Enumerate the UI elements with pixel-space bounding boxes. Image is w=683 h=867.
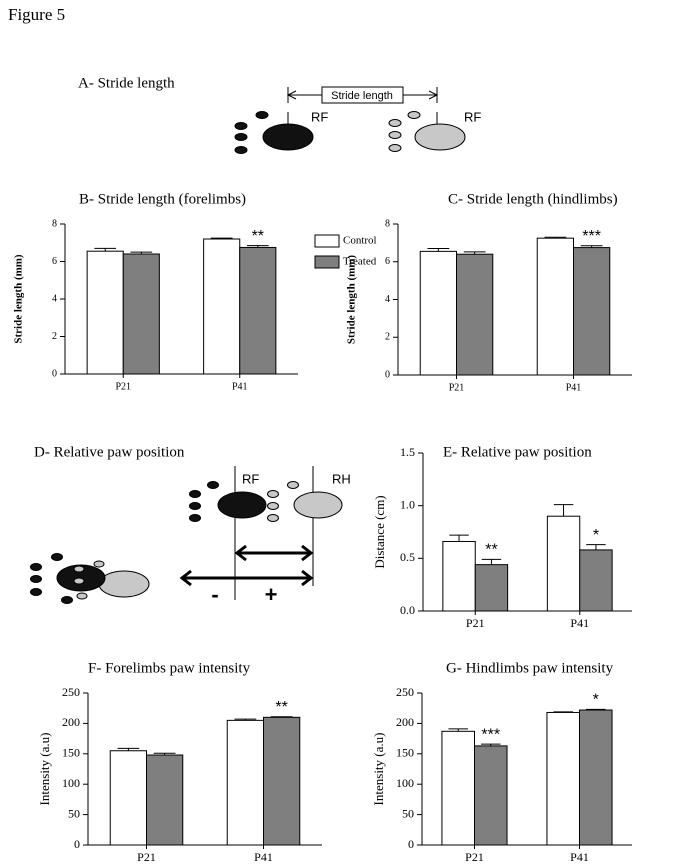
chart-title: C- Stride length (hindlimbs)	[448, 191, 618, 207]
y-tick-label: 4	[52, 293, 57, 304]
bar	[419, 250, 458, 376]
y-tick-label: 200	[396, 715, 414, 729]
legend-swatch	[314, 234, 340, 248]
diagram-a	[234, 86, 466, 154]
bar	[146, 754, 184, 846]
y-tick-label: 50	[402, 806, 414, 820]
y-tick-label: 0	[408, 837, 414, 851]
bar	[579, 709, 613, 846]
chart-title: G- Hindlimbs paw intensity	[446, 660, 614, 676]
direction-label: +	[265, 582, 278, 607]
bar	[579, 549, 613, 612]
y-tick-label: 6	[52, 256, 57, 267]
bar	[536, 237, 574, 376]
bar	[239, 246, 277, 375]
y-tick-label: 0.0	[400, 603, 415, 617]
x-tick-label: P41	[232, 381, 248, 392]
paw-label: RF	[311, 109, 328, 124]
bar	[546, 711, 581, 846]
significance-label: ***	[481, 726, 500, 743]
x-tick-label: P41	[254, 850, 273, 864]
significance-label: **	[485, 542, 497, 559]
x-tick-label: P41	[570, 850, 589, 864]
y-tick-label: 0.5	[400, 550, 415, 564]
diagram-d	[30, 466, 343, 604]
y-tick-label: 150	[62, 746, 80, 760]
legend-swatch	[314, 255, 340, 269]
y-tick-label: 8	[385, 218, 390, 229]
y-axis-label: Distance (cm)	[372, 495, 387, 568]
bar	[263, 716, 301, 846]
paw-label: RH	[332, 471, 351, 486]
bar	[86, 250, 124, 375]
y-tick-label: 250	[62, 685, 80, 699]
bar	[546, 515, 581, 612]
y-tick-label: 4	[385, 294, 390, 305]
y-axis-label: Intensity (a.u)	[37, 733, 52, 806]
legend-label: Treated	[343, 256, 377, 268]
y-tick-label: 100	[62, 776, 80, 790]
y-axis-label: Intensity (a.u)	[371, 733, 386, 806]
y-tick-label: 0	[52, 368, 57, 379]
significance-label: **	[252, 228, 264, 245]
y-tick-label: 1.0	[400, 497, 415, 511]
direction-label: -	[211, 582, 218, 607]
y-tick-label: 0	[74, 837, 80, 851]
significance-label: *	[593, 527, 599, 544]
paw-label: RF	[464, 109, 481, 124]
measure-label: Stride length	[331, 90, 393, 102]
y-tick-label: 8	[52, 218, 57, 229]
y-tick-label: 2	[52, 331, 57, 342]
y-tick-label: 0	[385, 369, 390, 380]
significance-label: ***	[582, 228, 601, 245]
bar	[474, 745, 508, 846]
significance-label: **	[275, 699, 287, 716]
chart-title: F- Forelimbs paw intensity	[88, 660, 251, 676]
chart-title: E- Relative paw position	[443, 444, 592, 460]
paw-label: RF	[242, 471, 259, 486]
bar	[122, 253, 160, 375]
y-tick-label: 1.5	[400, 445, 415, 459]
bar	[474, 564, 509, 612]
x-tick-label: P41	[570, 616, 589, 630]
y-axis-label: Stride length (mm)	[13, 254, 25, 344]
x-tick-label: P21	[465, 850, 484, 864]
bar	[456, 253, 494, 376]
y-tick-label: 100	[396, 776, 414, 790]
y-tick-label: 150	[396, 746, 414, 760]
y-tick-label: 250	[396, 685, 414, 699]
panel-title: A- Stride length	[78, 75, 175, 91]
bar	[442, 540, 476, 612]
x-tick-label: P41	[566, 382, 582, 393]
bar	[573, 247, 611, 376]
legend-label: Control	[343, 235, 377, 247]
figure-title: Figure 5	[8, 5, 65, 24]
y-tick-label: 50	[68, 806, 80, 820]
y-axis-label: Stride length (mm)	[346, 255, 358, 345]
y-tick-label: 200	[62, 715, 80, 729]
x-tick-label: P21	[137, 850, 156, 864]
bar	[203, 238, 241, 375]
significance-label: *	[593, 692, 599, 709]
bar	[226, 719, 264, 846]
y-tick-label: 2	[385, 332, 390, 343]
y-tick-label: 6	[385, 256, 390, 267]
x-tick-label: P21	[466, 616, 485, 630]
x-tick-label: P21	[449, 382, 465, 393]
x-tick-label: P21	[115, 381, 131, 392]
bar	[109, 750, 148, 846]
chart-title: B- Stride length (forelimbs)	[79, 191, 246, 207]
bar	[441, 730, 476, 846]
panel-title: D- Relative paw position	[34, 444, 185, 460]
